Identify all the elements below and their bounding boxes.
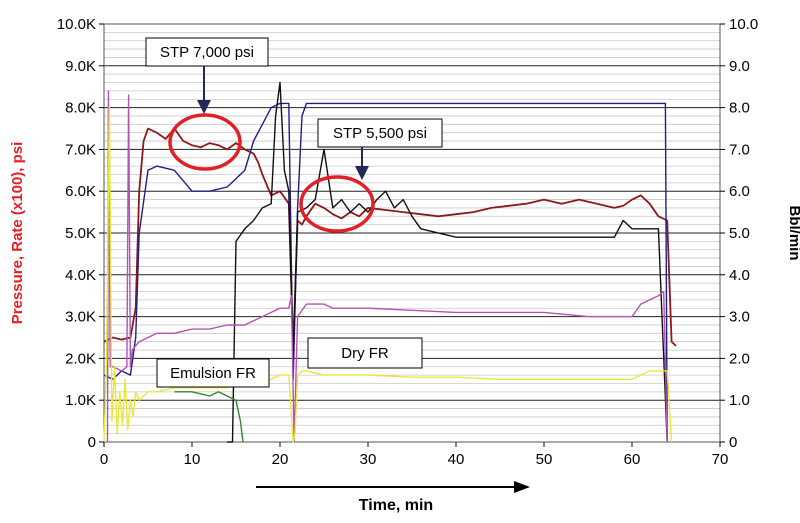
y-axis-left-label: Pressure, Rate (x100), psi: [9, 142, 26, 325]
arrow-down-icon: [197, 100, 211, 114]
y-right-tick-label: 8.0: [729, 100, 750, 117]
y-left-tick-label: 5.0K: [65, 225, 96, 242]
y-axis-right-label: Bbl/min: [786, 206, 800, 261]
label-emulsion-fr: Emulsion FR: [156, 358, 270, 388]
x-tick-label: 40: [448, 451, 465, 468]
highlight-ellipse-stp-5500: [299, 175, 375, 233]
highlight-ellipse-stp-7000: [168, 113, 242, 171]
label-dry-fr-text: Dry FR: [341, 345, 389, 362]
y-right-tick-label: 2.0: [729, 350, 750, 367]
series-line-emulsion-fr: [174, 391, 244, 443]
callout-stp-7000-text: STP 7,000 psi: [160, 44, 254, 61]
label-dry-fr: Dry FR: [307, 337, 423, 369]
y-right-tick-label: 6.0: [729, 183, 750, 200]
y-left-tick-label: 4.0K: [65, 267, 96, 284]
callout-stp-7000: STP 7,000 psi: [145, 37, 269, 114]
y-left-tick-label: 9.0K: [65, 58, 96, 75]
x-tick-label: 50: [536, 451, 553, 468]
x-tick-label: 70: [712, 451, 729, 468]
x-axis-label: Time, min: [359, 497, 433, 514]
y-right-tick-label: 7.0: [729, 141, 750, 158]
y-left-tick-label: 7.0K: [65, 141, 96, 158]
axis-ticks: 0 1.0K 2.0K 3.0K 4.0K 5.0K 6.0K 7.0K 8.0K 9.0K 10.…: [57, 16, 758, 468]
y-right-tick-label: 9.0: [729, 58, 750, 75]
time-arrow: [256, 481, 530, 493]
x-tick-label: 0: [100, 451, 108, 468]
y-left-tick-label: 1.0K: [65, 392, 96, 409]
series-line-magenta: [106, 90, 668, 443]
y-right-tick-label: 4.0: [729, 267, 750, 284]
label-emulsion-fr-text: Emulsion FR: [170, 365, 256, 382]
y-right-tick-label: 1.0: [729, 392, 750, 409]
y-right-tick-label: 3.0: [729, 309, 750, 326]
arrow-down-icon: [355, 166, 369, 180]
annotations: STP 7,000 psi STP 5,500 psi Emulsion FR …: [145, 37, 443, 388]
y-right-tick-label: 5.0: [729, 225, 750, 242]
x-tick-label: 10: [184, 451, 201, 468]
y-right-tick-label: 10.0: [729, 16, 758, 33]
y-left-tick-label: 10.0K: [57, 16, 96, 33]
callout-stp-5500-text: STP 5,500 psi: [333, 125, 427, 142]
y-left-tick-label: 8.0K: [65, 100, 96, 117]
y-left-tick-label: 3.0K: [65, 309, 96, 326]
series-line-slurry-rate: [103, 102, 668, 443]
x-tick-label: 60: [624, 451, 641, 468]
callout-stp-5500: STP 5,500 psi: [317, 118, 443, 180]
y-left-tick-label: 2.0K: [65, 350, 96, 367]
x-tick-label: 30: [360, 451, 377, 468]
y-left-tick-label: 6.0K: [65, 183, 96, 200]
y-right-tick-label: 0: [729, 434, 737, 451]
series-line-black: [227, 81, 668, 443]
y-left-tick-label: 0: [88, 434, 96, 451]
x-tick-label: 20: [272, 451, 289, 468]
